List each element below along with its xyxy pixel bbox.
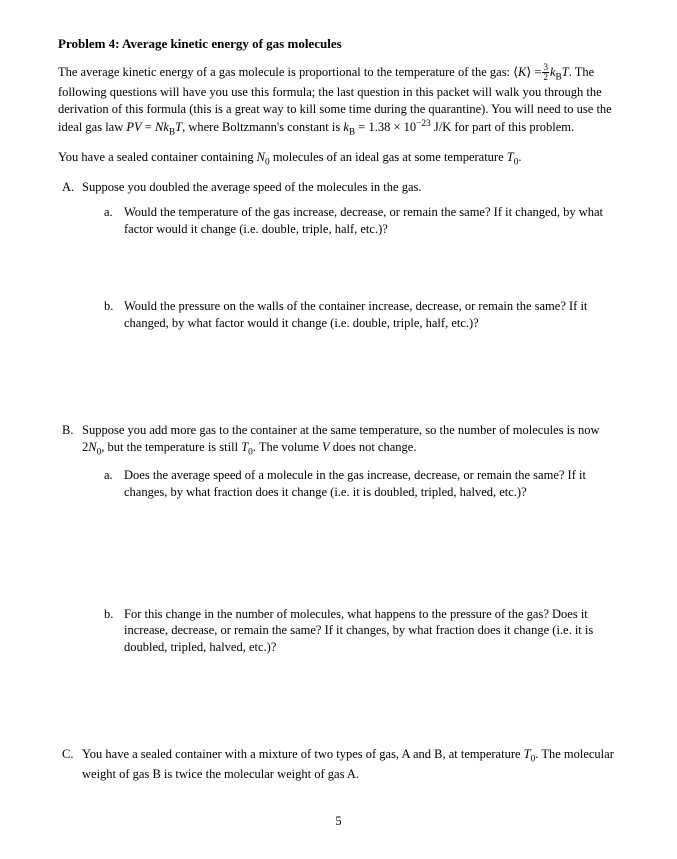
- const-unit: J/K for part of this problem.: [431, 120, 574, 134]
- part-B-a-text: Does the average speed of a molecule in …: [124, 468, 586, 499]
- sub-list-A: a. Would the temperature of the gas incr…: [82, 204, 619, 332]
- part-B-text: , but the temperature is still: [101, 440, 241, 454]
- symbol-T: T: [562, 65, 569, 79]
- part-A: A. Suppose you doubled the average speed…: [82, 179, 619, 411]
- symbol-T0: T: [507, 150, 514, 164]
- setup-text: .: [518, 150, 521, 164]
- part-C-text: You have a sealed container with a mixtu…: [82, 747, 524, 761]
- setup-text: You have a sealed container containing: [58, 150, 257, 164]
- marker-A: A.: [62, 179, 74, 196]
- problem-title: Problem 4: Average kinetic energy of gas…: [58, 36, 619, 52]
- part-A-b-text: Would the pressure on the walls of the c…: [124, 299, 587, 330]
- marker-a: a.: [104, 467, 113, 484]
- main-list: A. Suppose you doubled the average speed…: [58, 179, 619, 783]
- part-B-b: b. For this change in the number of mole…: [124, 606, 619, 657]
- part-B-b-text: For this change in the number of molecul…: [124, 607, 593, 655]
- intro-paragraph: The average kinetic energy of a gas mole…: [58, 64, 619, 139]
- part-C: C. You have a sealed container with a mi…: [82, 746, 619, 783]
- marker-b: b.: [104, 298, 113, 315]
- answer-space: [82, 666, 619, 736]
- symbol-N0: N: [88, 440, 96, 454]
- marker-a: a.: [104, 204, 113, 221]
- answer-space: [124, 511, 619, 606]
- marker-B: B.: [62, 422, 73, 439]
- intro-text: ⟩ =: [526, 65, 541, 79]
- part-A-a-text: Would the temperature of the gas increas…: [124, 205, 603, 236]
- part-B-text: does not change.: [330, 440, 417, 454]
- const-value: = 1.38 × 10: [355, 120, 416, 134]
- symbol-PV: PV: [126, 120, 141, 134]
- marker-C: C.: [62, 746, 73, 763]
- fraction-3-2: 32: [542, 63, 549, 81]
- answer-space: [82, 342, 619, 412]
- symbol-N0: N: [257, 150, 265, 164]
- answer-space: [124, 248, 619, 298]
- setup-paragraph: You have a sealed container containing N…: [58, 149, 619, 169]
- sub-list-B: a. Does the average speed of a molecule …: [82, 467, 619, 656]
- part-B-text: . The volume: [253, 440, 322, 454]
- intro-text: , where Boltzmann's constant is: [182, 120, 343, 134]
- symbol-T0: T: [524, 747, 531, 761]
- exponent: −23: [416, 119, 431, 129]
- marker-b: b.: [104, 606, 113, 623]
- eq-sign: =: [142, 120, 155, 134]
- part-A-text: Suppose you doubled the average speed of…: [82, 180, 422, 194]
- fraction-denominator: 2: [542, 73, 549, 82]
- part-B-a: a. Does the average speed of a molecule …: [124, 467, 619, 501]
- page-number: 5: [0, 814, 677, 829]
- page: Problem 4: Average kinetic energy of gas…: [0, 0, 677, 859]
- part-B: B. Suppose you add more gas to the conta…: [82, 422, 619, 736]
- symbol-V: V: [322, 440, 330, 454]
- setup-text: molecules of an ideal gas at some temper…: [270, 150, 507, 164]
- intro-text: The average kinetic energy of a gas mole…: [58, 65, 518, 79]
- part-A-b: b. Would the pressure on the walls of th…: [124, 298, 619, 332]
- part-A-a: a. Would the temperature of the gas incr…: [124, 204, 619, 238]
